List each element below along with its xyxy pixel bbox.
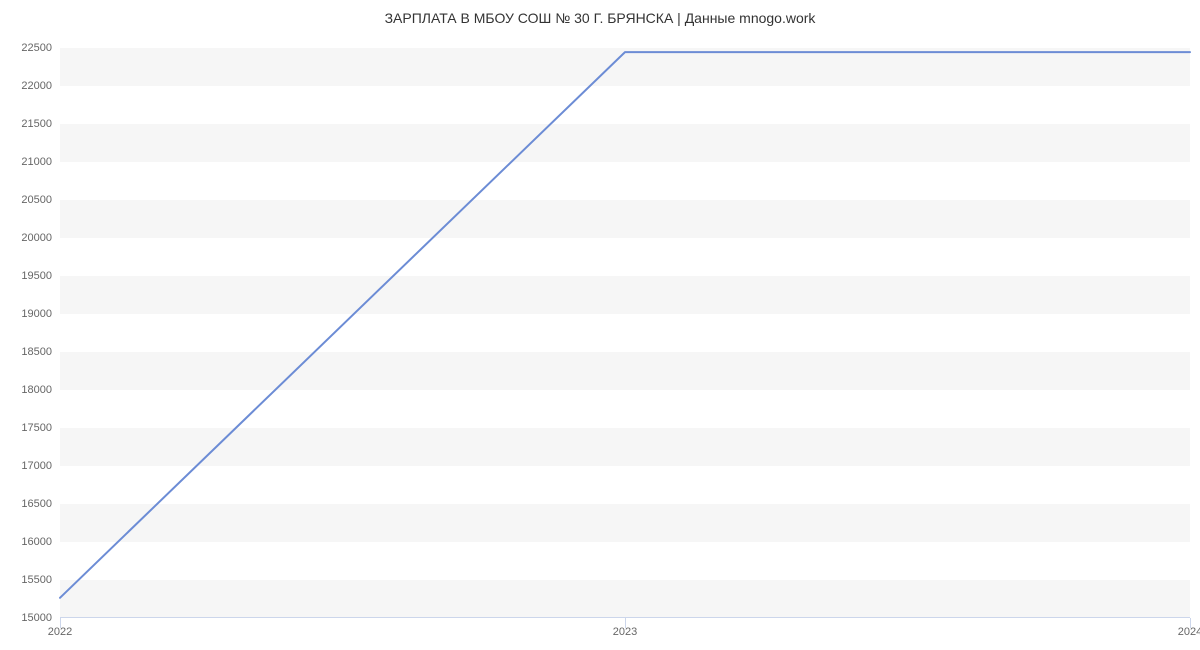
y-tick-label: 19000	[21, 308, 60, 320]
x-tick-label: 2023	[613, 618, 637, 638]
plot-area: 1500015500160001650017000175001800018500…	[60, 48, 1190, 618]
y-tick-label: 22000	[21, 80, 60, 92]
x-tick-label: 2024	[1178, 618, 1200, 638]
y-tick-label: 15500	[21, 574, 60, 586]
y-tick-label: 17000	[21, 460, 60, 472]
y-tick-label: 22500	[21, 42, 60, 54]
y-tick-label: 18000	[21, 384, 60, 396]
x-tick-label: 2022	[48, 618, 72, 638]
y-tick-label: 18500	[21, 346, 60, 358]
y-tick-label: 16000	[21, 536, 60, 548]
y-tick-label: 20000	[21, 232, 60, 244]
y-tick-label: 17500	[21, 422, 60, 434]
y-tick-label: 16500	[21, 498, 60, 510]
y-tick-label: 19500	[21, 270, 60, 282]
y-tick-label: 20500	[21, 194, 60, 206]
salary-chart: ЗАРПЛАТА В МБОУ СОШ № 30 Г. БРЯНСКА | Да…	[0, 0, 1200, 650]
y-tick-label: 21000	[21, 156, 60, 168]
chart-title: ЗАРПЛАТА В МБОУ СОШ № 30 Г. БРЯНСКА | Да…	[0, 10, 1200, 26]
salary-line	[60, 52, 1190, 598]
line-layer	[60, 48, 1190, 618]
y-tick-label: 21500	[21, 118, 60, 130]
